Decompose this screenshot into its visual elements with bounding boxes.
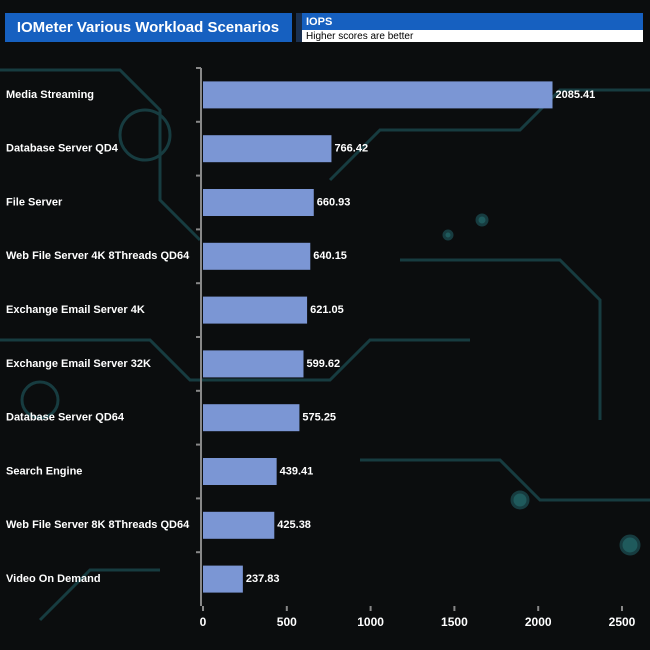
x-tick-label: 1000 (357, 615, 384, 629)
x-tick-label: 0 (200, 615, 207, 629)
value-label: 425.38 (277, 519, 311, 531)
legend-label: IOPS (306, 16, 332, 28)
legend-header (302, 13, 643, 30)
value-label: 640.15 (313, 250, 347, 262)
y-tick-label: Web File Server 8K 8Threads QD64 (6, 519, 190, 531)
x-tick-label: 2500 (609, 615, 636, 629)
circuit-decoration (0, 68, 650, 622)
value-label: 575.25 (302, 412, 336, 424)
bar (203, 189, 314, 216)
y-tick-label: Search Engine (6, 465, 82, 477)
y-tick-label: Media Streaming (6, 89, 94, 101)
y-tick-label: Video On Demand (6, 573, 101, 585)
value-label: 660.93 (317, 196, 351, 208)
value-label: 237.83 (246, 573, 280, 585)
x-tick-label: 1500 (441, 615, 468, 629)
bar (203, 135, 332, 163)
x-tick-label: 500 (277, 615, 297, 629)
bar (203, 350, 304, 378)
y-tick-label: Database Server QD64 (6, 412, 125, 424)
value-label: 621.05 (310, 304, 344, 316)
bar (203, 565, 243, 593)
y-tick-label: Database Server QD4 (6, 143, 119, 155)
value-label: 766.42 (334, 143, 368, 155)
bar (203, 404, 300, 432)
y-tick-label: Exchange Email Server 32K (6, 358, 151, 370)
value-label: 2085.41 (556, 89, 596, 101)
bar (203, 81, 553, 109)
value-label: 439.41 (280, 465, 314, 477)
title-box (5, 13, 292, 42)
legend-marker (296, 13, 302, 42)
y-tick-label: File Server (6, 196, 63, 208)
y-tick-label: Web File Server 4K 8Threads QD64 (6, 250, 190, 262)
bar (203, 511, 275, 539)
bar (203, 458, 277, 485)
bar (203, 296, 308, 324)
subtitle-box (302, 30, 643, 42)
bar (203, 242, 311, 270)
chart-title: IOMeter Various Workload Scenarios (17, 19, 279, 36)
subtitle: Higher scores are better (306, 31, 414, 42)
value-label: 599.62 (306, 358, 340, 370)
x-tick-label: 2000 (525, 615, 552, 629)
y-tick-label: Exchange Email Server 4K (6, 304, 145, 316)
